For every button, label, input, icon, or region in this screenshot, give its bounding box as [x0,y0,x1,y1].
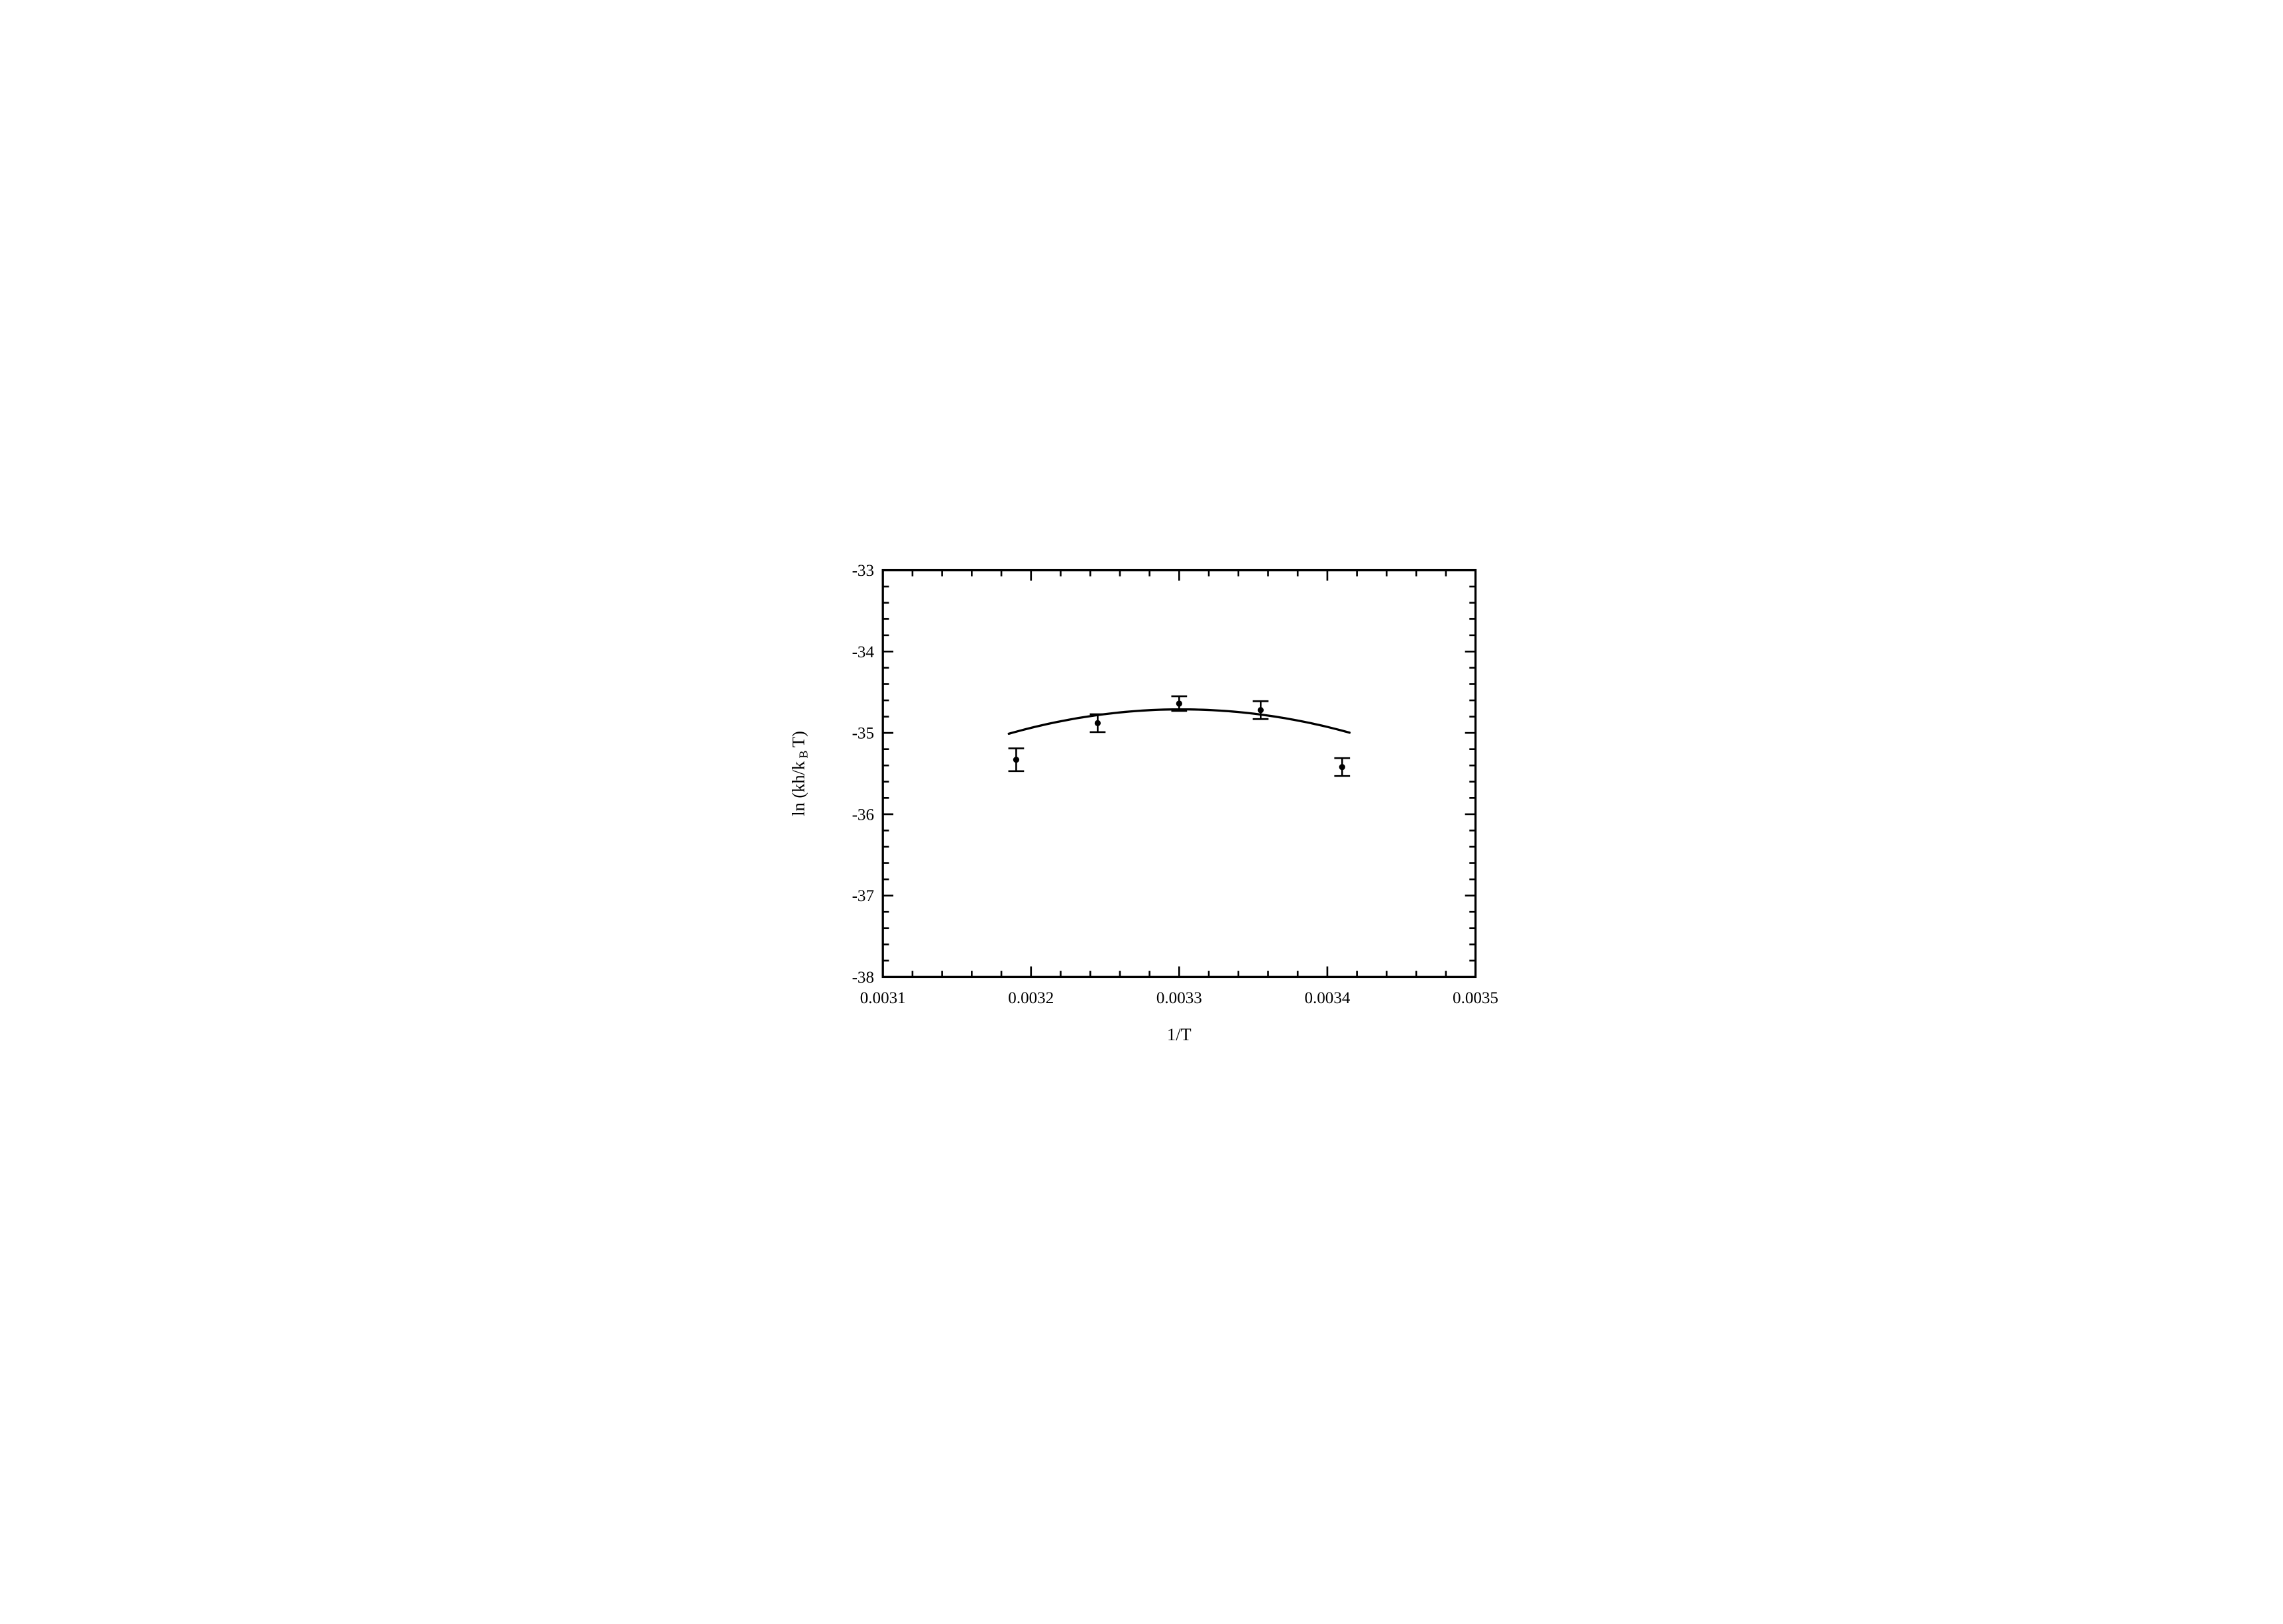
y-tick-label: -36 [852,806,874,824]
y-axis-label: ln (kh/k B T) [788,731,810,816]
x-tick-label: 0.0031 [860,989,906,1007]
eyring-plot: 0.0031 0.0032 0.0033 0.0034 0.0035 -38 -37 -36 -… [765,544,1518,1080]
x-axis-label: 1/T [1167,1024,1192,1044]
chart-container: 0.0031 0.0032 0.0033 0.0034 0.0035 -38 -37 -36 -… [765,544,1518,1080]
x-tick-label: 0.0035 [1453,989,1498,1007]
x-tick-label: 0.0034 [1305,989,1351,1007]
data-point [1013,757,1019,763]
y-tick-label: -35 [852,725,874,743]
data-point [1176,700,1182,706]
x-tick-label: 0.0032 [1008,989,1054,1007]
y-tick-label: -38 [852,969,874,987]
data-point [1258,707,1264,713]
y-tick-label: -37 [852,887,874,905]
x-tick-label: 0.0033 [1156,989,1202,1007]
data-point [1339,764,1345,770]
data-point [1095,720,1101,726]
y-tick-label: -33 [852,562,874,580]
y-tick-label: -34 [852,643,875,661]
